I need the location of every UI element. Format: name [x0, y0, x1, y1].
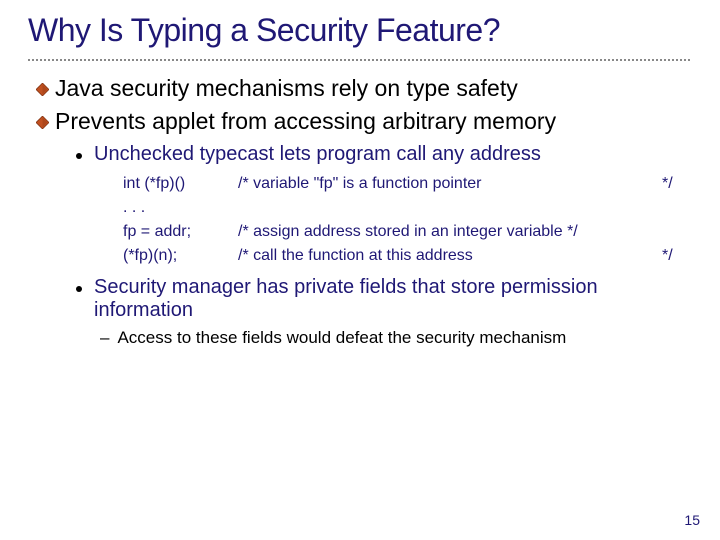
code-comment-end: [662, 220, 692, 244]
bullet-text: Unchecked typecast lets program call any…: [94, 143, 541, 166]
page-number: 15: [684, 512, 700, 528]
code-lhs: . . .: [123, 196, 238, 220]
code-lhs: fp = addr;: [123, 220, 238, 244]
code-row: . . .: [123, 196, 692, 220]
code-lhs: int (*fp)(): [123, 172, 238, 196]
slide-title: Why Is Typing a Security Feature?: [28, 12, 692, 59]
code-comment: /* variable "fp" is a function pointer: [238, 172, 662, 196]
slide: Why Is Typing a Security Feature? Java s…: [0, 0, 720, 348]
code-lhs: (*fp)(n);: [123, 244, 238, 268]
bullet-text: Java security mechanisms rely on type sa…: [55, 75, 518, 102]
bullet-level2: Unchecked typecast lets program call any…: [76, 143, 692, 166]
dash-icon: –: [100, 328, 109, 348]
title-divider: [28, 59, 692, 61]
code-comment: /* assign address stored in an integer v…: [238, 220, 662, 244]
code-block: int (*fp)() /* variable "fp" is a functi…: [123, 172, 692, 268]
diamond-icon: [36, 116, 49, 129]
code-row: fp = addr; /* assign address stored in a…: [123, 220, 692, 244]
code-row: (*fp)(n); /* call the function at this a…: [123, 244, 692, 268]
bullet-text: Access to these fields would defeat the …: [117, 328, 566, 348]
code-row: int (*fp)() /* variable "fp" is a functi…: [123, 172, 692, 196]
bullet-level1: Java security mechanisms rely on type sa…: [36, 75, 692, 102]
code-comment-end: */: [662, 244, 692, 268]
code-comment-end: [662, 196, 692, 220]
bullet-level2: Security manager has private fields that…: [76, 276, 692, 322]
bullet-level1: Prevents applet from accessing arbitrary…: [36, 108, 692, 135]
bullet-level3: – Access to these fields would defeat th…: [100, 328, 692, 348]
diamond-icon: [36, 83, 49, 96]
dot-icon: [76, 153, 82, 159]
bullet-text: Prevents applet from accessing arbitrary…: [55, 108, 556, 135]
code-comment: [238, 196, 662, 220]
dot-icon: [76, 286, 82, 292]
bullet-text: Security manager has private fields that…: [94, 276, 692, 322]
code-comment: /* call the function at this address: [238, 244, 662, 268]
code-comment-end: */: [662, 172, 692, 196]
